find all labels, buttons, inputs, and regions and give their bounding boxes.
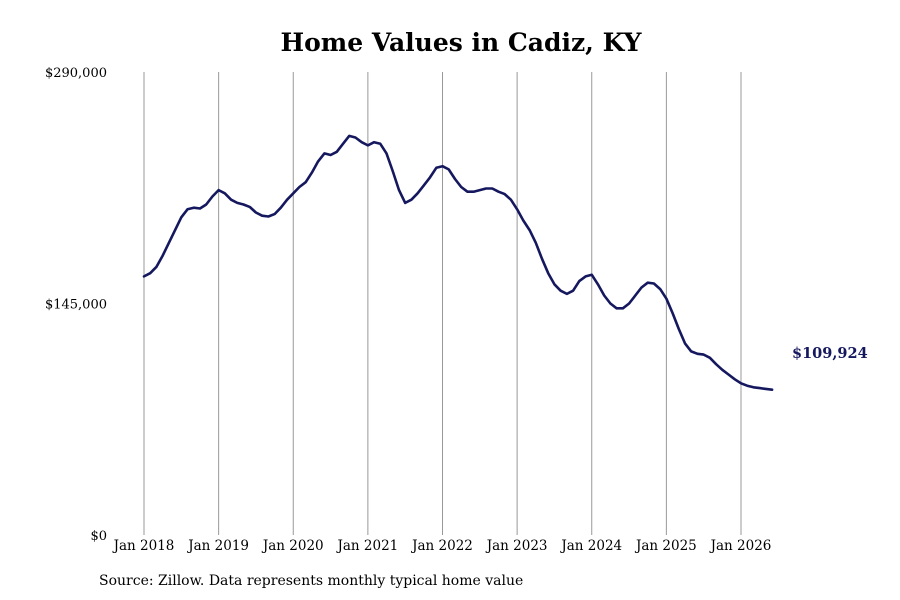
x-tick-label: Jan 2022 [410,538,473,554]
x-tick-label: Jan 2021 [335,538,398,554]
x-axis-labels: Jan 2018 Jan 2019 Jan 2020 Jan 2021 Jan 2022… [112,538,772,554]
x-tick-label: Jan 2025 [634,538,697,554]
x-tick-label: Jan 2026 [709,538,772,554]
series-line-0 [142,134,774,391]
y-tick-label: $145,000 [45,298,107,313]
series-group: $109,924 [142,134,868,391]
end-value-label: $109,924 [792,345,868,362]
source-note: Source: Zillow. Data represents monthly … [99,573,524,589]
x-gridlines [143,72,742,535]
y-tick-label: $0 [90,529,107,544]
chart-title: Home Values in Cadiz, KY [280,28,642,57]
x-tick-label: Jan 2023 [485,538,548,554]
x-tick-label: Jan 2020 [261,538,324,554]
x-tick-label: Jan 2024 [559,538,622,554]
x-tick-label: Jan 2018 [112,538,175,554]
y-tick-label: $290,000 [45,66,107,81]
y-axis-labels: $0 $145,000 $290,000 [45,66,107,544]
x-tick-label: Jan 2019 [186,538,249,554]
